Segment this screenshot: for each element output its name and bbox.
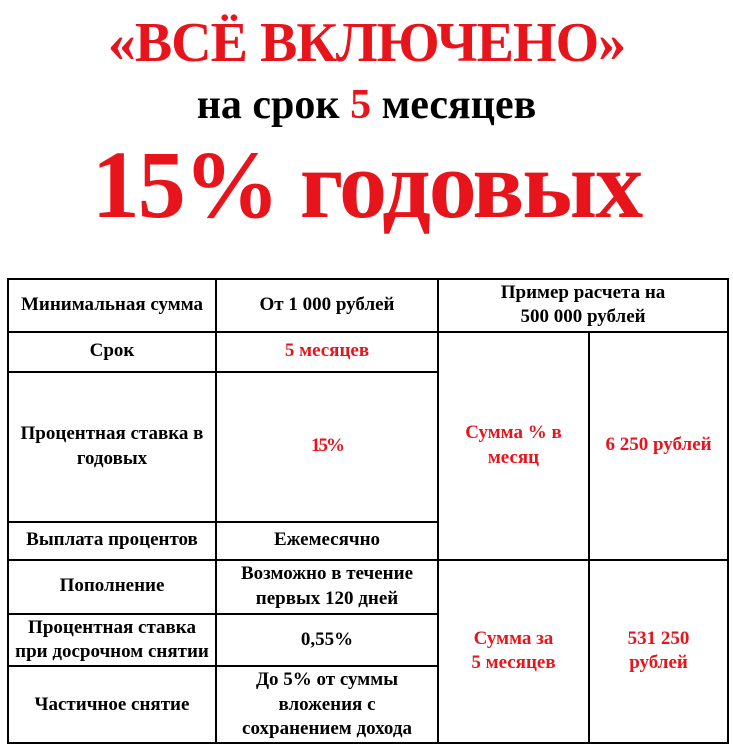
term-subtitle-prefix: на срок [196,82,351,128]
rate-value: 15% [215,370,439,523]
early-withdrawal-rate-value: 0,55% [215,612,439,668]
product-title: «ВСЁ ВКЛЮЧЕНО» [107,12,626,74]
rate-label: Процентная ставка в годовых [7,370,217,523]
partial-withdrawal-label: Частичное снятие [7,665,217,744]
example-total-value: 531 250 рублей [587,558,730,744]
example-total-label: Сумма за 5 месяцев [437,558,590,744]
term-value: 5 месяцев [215,330,439,373]
table-row: Процентная ставка в годовых 15% [7,370,728,523]
table-row: Процентная ставка при досрочном снятии 0… [7,612,728,668]
example-header: Пример расчета на 500 000 рублей [436,278,730,333]
example-monthly-label: Сумма % в месяц [437,330,590,561]
topup-label: Пополнение [7,558,217,615]
term-subtitle-highlight: 5 [350,82,372,128]
example-monthly-value: 6 250 рублей [587,330,730,561]
deposit-terms-table: Минимальная сумма От 1 000 рублей Пример… [7,278,730,744]
term-subtitle-suffix: месяцев [371,82,537,128]
term-subtitle: на срок 5 месяцев [0,82,733,128]
topup-value: Возможно в течение первых 120 дней [215,558,439,615]
partial-withdrawal-value: До 5% от суммы вложения с сохранением до… [215,665,439,744]
early-withdrawal-rate-label: Процентная ставка при досрочном снятии [7,612,217,668]
table-row: Пополнение Возможно в течение первых 120… [7,558,730,744]
min-sum-value: От 1 000 рублей [215,278,439,333]
payout-value: Ежемесячно [215,520,439,561]
table-row: Выплата процентов Ежемесячно [7,520,728,561]
deposit-poster: «ВСЁ ВКЛЮЧЕНО» на срок 5 месяцев 15% год… [0,14,733,744]
table-row: Минимальная сумма От 1 000 рублей Пример… [7,278,730,333]
term-label: Срок [7,330,217,373]
payout-label: Выплата процентов [7,520,217,561]
rate-headline: 15% годовых [91,131,643,238]
table-row: Срок 5 месяцев Сумма % в месяц 6 250 руб… [7,330,730,561]
min-sum-label: Минимальная сумма [7,278,217,333]
